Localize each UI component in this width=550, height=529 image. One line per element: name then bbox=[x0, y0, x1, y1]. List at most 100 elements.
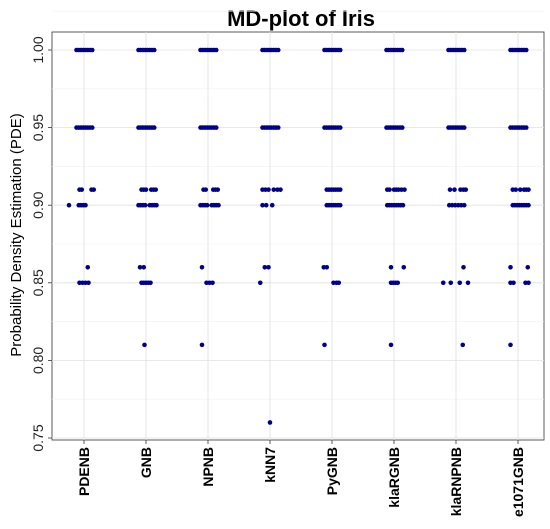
data-point bbox=[526, 202, 531, 208]
data-point bbox=[523, 125, 529, 130]
data-point bbox=[151, 47, 157, 53]
x-tick-label: GNB bbox=[138, 447, 154, 478]
data-point bbox=[387, 187, 392, 192]
chart-title: MD-plot of Iris bbox=[227, 6, 375, 31]
x-tick-label: kNN7 bbox=[262, 447, 278, 483]
data-point bbox=[517, 187, 523, 192]
data-point bbox=[142, 202, 148, 208]
data-point bbox=[324, 264, 330, 270]
data-point bbox=[275, 125, 281, 130]
data-point bbox=[154, 202, 159, 208]
x-tick-label: PyGNB bbox=[324, 447, 340, 495]
major-grid bbox=[52, 32, 544, 440]
data-point bbox=[461, 47, 467, 53]
data-point bbox=[461, 125, 467, 130]
y-tick-label: 0.85 bbox=[30, 269, 46, 296]
data-point bbox=[262, 264, 268, 270]
x-tick-label: NPNB bbox=[200, 447, 216, 487]
data-point bbox=[216, 202, 221, 208]
data-point bbox=[452, 187, 457, 192]
data-point bbox=[66, 202, 72, 208]
data-point bbox=[401, 264, 407, 270]
data-point bbox=[137, 264, 143, 270]
data-point bbox=[267, 420, 273, 425]
data-point bbox=[440, 280, 446, 286]
data-point bbox=[399, 125, 405, 130]
x-tick-label: e1071GNB bbox=[510, 447, 526, 517]
y-axis-ticks: 0.75 0.80 0.85 0.90 0.95 1.00 bbox=[30, 36, 52, 452]
y-tick-label: 0.80 bbox=[30, 347, 46, 374]
data-point bbox=[337, 187, 343, 192]
data-point bbox=[399, 47, 405, 53]
data-points bbox=[66, 47, 531, 425]
data-point bbox=[266, 264, 271, 270]
data-point bbox=[465, 280, 471, 286]
data-point bbox=[141, 264, 147, 270]
data-point bbox=[402, 187, 407, 192]
data-point bbox=[513, 187, 519, 192]
data-point bbox=[204, 202, 210, 208]
data-point bbox=[278, 187, 283, 192]
data-point bbox=[457, 280, 463, 286]
y-axis-label: Probability Density Estimation (PDE) bbox=[8, 113, 25, 356]
x-tick-label: klaRNPNB bbox=[448, 447, 464, 516]
data-point bbox=[148, 280, 153, 286]
data-point bbox=[142, 342, 147, 348]
data-point bbox=[203, 187, 209, 192]
data-point bbox=[526, 187, 531, 192]
data-point bbox=[143, 187, 149, 192]
data-point bbox=[199, 342, 205, 348]
data-point bbox=[275, 47, 281, 53]
data-point bbox=[263, 202, 269, 208]
data-point bbox=[388, 342, 394, 348]
y-tick-label: 1.00 bbox=[30, 36, 46, 63]
data-point bbox=[523, 47, 529, 53]
data-point bbox=[337, 125, 343, 130]
data-point bbox=[461, 202, 467, 208]
data-point bbox=[215, 187, 221, 192]
data-point bbox=[210, 280, 215, 286]
data-point bbox=[508, 342, 513, 348]
data-point bbox=[266, 187, 271, 192]
data-point bbox=[322, 342, 327, 348]
data-point bbox=[91, 187, 97, 192]
data-point bbox=[447, 187, 453, 192]
data-point bbox=[463, 187, 469, 192]
data-point bbox=[461, 264, 466, 270]
data-point bbox=[260, 202, 265, 208]
data-point bbox=[79, 187, 85, 192]
data-point bbox=[199, 264, 205, 270]
data-point bbox=[508, 264, 513, 270]
data-point bbox=[395, 280, 401, 286]
data-point bbox=[257, 280, 263, 286]
data-point bbox=[526, 280, 531, 286]
data-point bbox=[269, 202, 275, 208]
data-point bbox=[213, 125, 219, 130]
data-point bbox=[271, 187, 277, 192]
data-point bbox=[525, 264, 531, 270]
y-tick-label: 0.75 bbox=[30, 424, 46, 451]
data-point bbox=[89, 125, 95, 130]
data-point bbox=[337, 202, 343, 208]
data-point bbox=[86, 280, 91, 286]
plot-panel bbox=[51, 31, 545, 441]
data-point bbox=[336, 280, 342, 286]
minor-grid bbox=[52, 10, 544, 400]
data-point bbox=[83, 202, 88, 208]
data-point bbox=[85, 264, 91, 270]
x-axis-ticks: PDENB GNB NPNB kNN7 PyGNB klaRGNB klaRNPNB e107… bbox=[76, 440, 526, 517]
data-point bbox=[400, 202, 406, 208]
data-point bbox=[511, 280, 516, 286]
y-tick-label: 0.95 bbox=[30, 114, 46, 141]
data-point bbox=[153, 187, 159, 192]
data-point bbox=[151, 125, 157, 130]
data-point bbox=[448, 280, 454, 286]
x-tick-label: klaRGNB bbox=[386, 447, 402, 508]
x-tick-label: PDENB bbox=[76, 447, 92, 496]
data-point bbox=[89, 47, 95, 53]
data-point bbox=[388, 264, 394, 270]
data-point bbox=[460, 342, 466, 348]
y-tick-label: 0.90 bbox=[30, 191, 46, 218]
data-point bbox=[213, 47, 219, 53]
